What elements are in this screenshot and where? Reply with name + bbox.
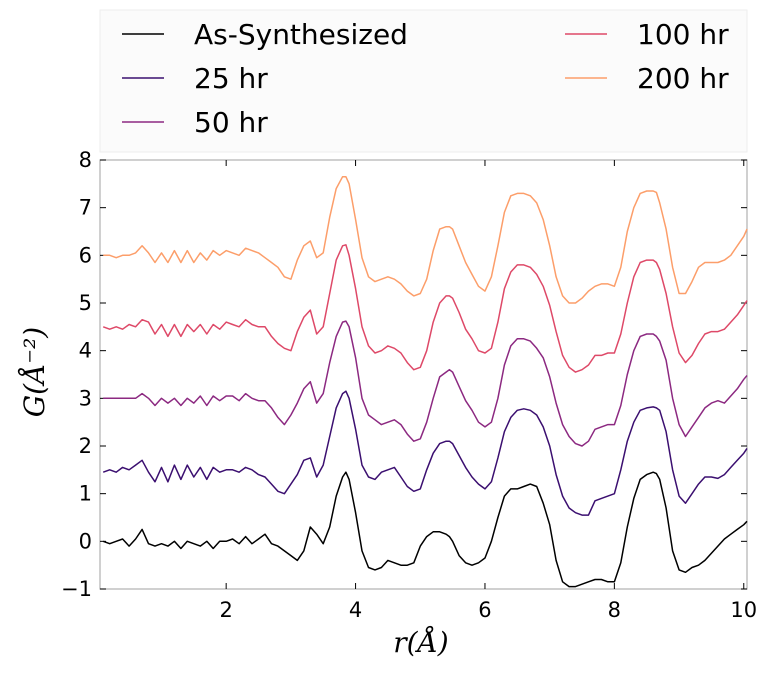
series-group [102, 175, 748, 588]
series-line-2 [103, 320, 748, 447]
x-tick-label: 10 [730, 598, 757, 622]
ticks: 2 4 6 8 10 −1 0 1 2 3 4 5 6 7 8 [61, 148, 757, 622]
legend-box [99, 9, 748, 153]
plot-frame [99, 159, 748, 590]
series-line-3 [102, 244, 748, 373]
plot-area: 2 4 6 8 10 −1 0 1 2 3 4 5 6 7 8 [61, 148, 757, 622]
series-line-0 [102, 471, 748, 588]
x-tick-label: 4 [349, 598, 362, 622]
y-tick-label: 4 [79, 339, 92, 363]
y-tick-label: 3 [79, 386, 92, 410]
y-tick-label: 5 [79, 291, 92, 315]
y-tick-label: 0 [79, 529, 92, 553]
series-line-4 [103, 175, 748, 304]
legend-label: As-Synthesized [194, 18, 408, 51]
series-line-1 [102, 390, 748, 516]
y-tick-label: 6 [79, 243, 92, 267]
y-tick-label: −1 [61, 577, 92, 601]
legend-label: 50 hr [194, 106, 268, 139]
x-tick-label: 6 [478, 598, 491, 622]
x-tick-label: 8 [608, 598, 621, 622]
y-tick-label: 7 [79, 196, 92, 220]
x-axis-label: r(Å) [393, 626, 448, 659]
legend-label: 25 hr [194, 62, 268, 95]
y-axis-label: G(Å⁻²) [18, 327, 51, 417]
legend: As-Synthesized 25 hr 50 hr 100 hr 200 hr [99, 9, 748, 153]
legend-label: 200 hr [637, 62, 729, 95]
y-tick-label: 2 [79, 434, 92, 458]
x-tick-label: 2 [219, 598, 232, 622]
legend-label: 100 hr [637, 18, 729, 51]
y-tick-label: 1 [79, 482, 92, 506]
y-tick-label: 8 [79, 148, 92, 172]
